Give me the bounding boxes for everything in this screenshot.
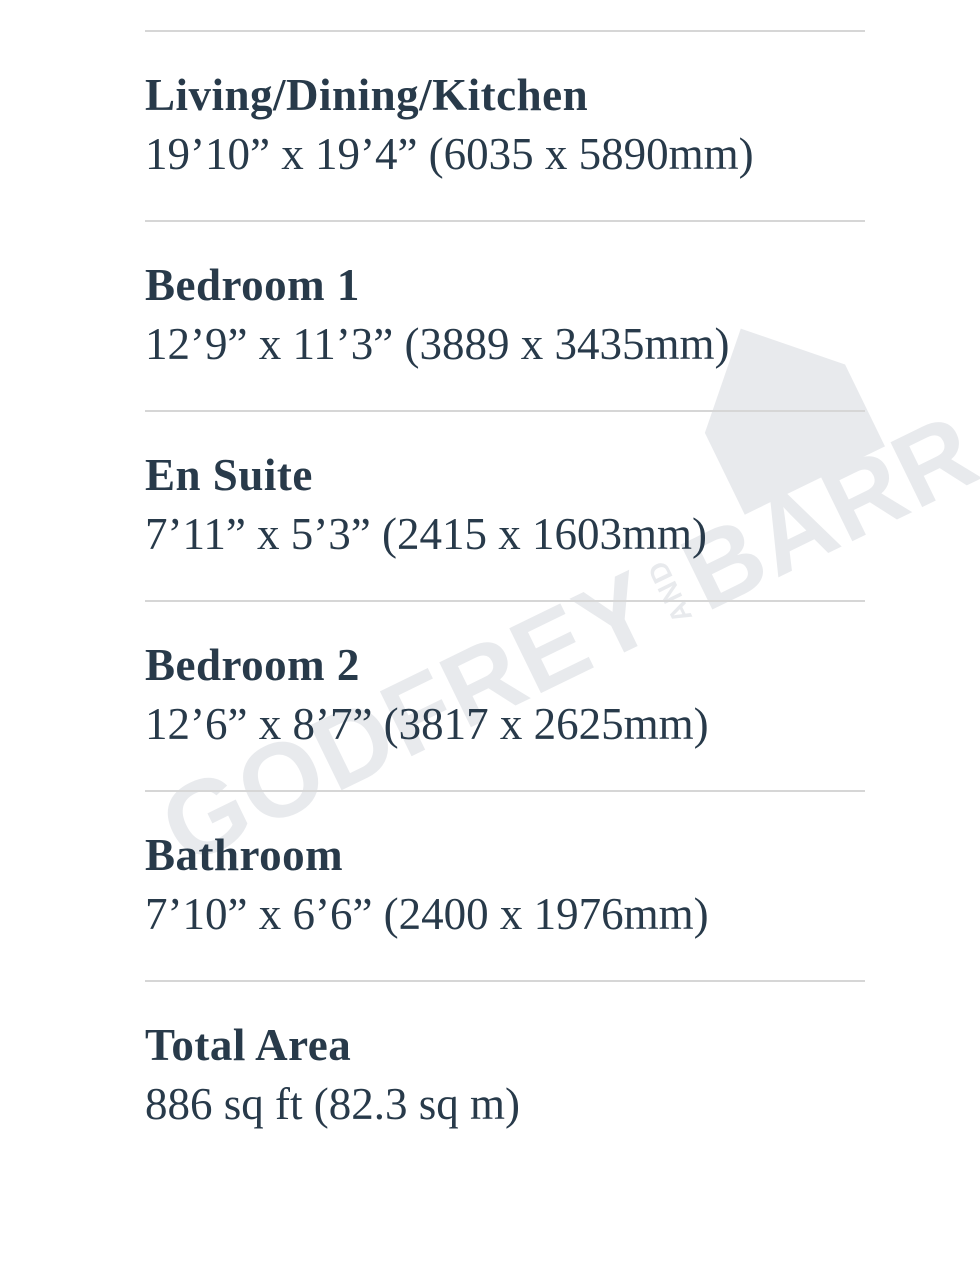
room-name: Bedroom 1 <box>145 260 865 312</box>
room-dimensions: 7’10” x 6’6” (2400 x 1976mm) <box>145 886 865 942</box>
room-name: Bedroom 2 <box>145 640 865 692</box>
room-dimensions: 12’6” x 8’7” (3817 x 2625mm) <box>145 696 865 752</box>
room-dimensions: 19’10” x 19’4” (6035 x 5890mm) <box>145 126 865 182</box>
room-name: En Suite <box>145 450 865 502</box>
room-name: Total Area <box>145 1020 865 1072</box>
room-dimensions: 12’9” x 11’3” (3889 x 3435mm) <box>145 316 865 372</box>
room-dimensions: 7’11” x 5’3” (2415 x 1603mm) <box>145 506 865 562</box>
table-row: Bedroom 2 12’6” x 8’7” (3817 x 2625mm) <box>145 600 865 790</box>
room-name: Bathroom <box>145 830 865 882</box>
room-dimensions-table: Living/Dining/Kitchen 19’10” x 19’4” (60… <box>145 30 865 1170</box>
table-row: Living/Dining/Kitchen 19’10” x 19’4” (60… <box>145 30 865 220</box>
table-row: Bathroom 7’10” x 6’6” (2400 x 1976mm) <box>145 790 865 980</box>
room-name: Living/Dining/Kitchen <box>145 70 865 122</box>
table-row: Total Area 886 sq ft (82.3 sq m) <box>145 980 865 1170</box>
room-dimensions: 886 sq ft (82.3 sq m) <box>145 1076 865 1132</box>
table-row: Bedroom 1 12’9” x 11’3” (3889 x 3435mm) <box>145 220 865 410</box>
table-row: En Suite 7’11” x 5’3” (2415 x 1603mm) <box>145 410 865 600</box>
